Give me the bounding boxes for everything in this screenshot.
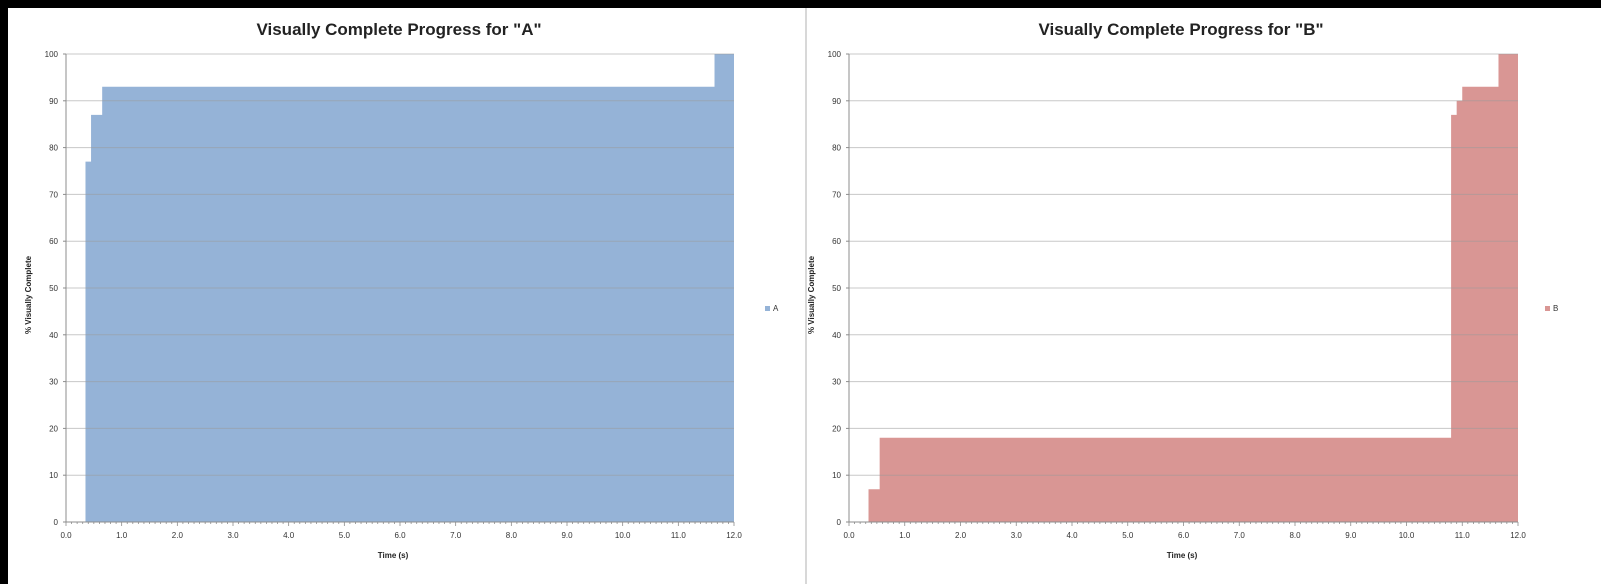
chart-a-x-tick-label: 12.0 (726, 531, 742, 540)
chart-b-x-tick-label: 5.0 (1122, 531, 1134, 540)
chart-b-x-tick-label: 11.0 (1455, 531, 1471, 540)
chart-b-x-tick-label: 0.0 (843, 531, 855, 540)
chart-a-y-tick-label: 20 (49, 424, 58, 433)
chart-b-y-tick-label: 0 (837, 518, 842, 527)
chart-b-y-tick-label: 50 (832, 284, 841, 293)
chart-a-legend-label: A (773, 304, 779, 313)
chart-b-x-tick-label: 6.0 (1178, 531, 1190, 540)
chart-b-x-tick-label: 10.0 (1399, 531, 1415, 540)
chart-b-y-tick-label: 20 (832, 424, 841, 433)
chart-a-y-tick-label: 80 (49, 144, 58, 153)
chart-b-y-tick-label: 90 (832, 97, 841, 106)
chart-a-y-tick-label: 0 (54, 518, 59, 527)
chart-a-y-tick-label: 40 (49, 331, 58, 340)
chart-a-x-tick-label: 10.0 (615, 531, 631, 540)
chart-b-y-tick-label: 100 (828, 50, 842, 59)
chart-panel-a: Visually Complete Progress for "A" Time … (8, 8, 805, 584)
chart-b-x-tick-label: 3.0 (1011, 531, 1023, 540)
chart-b-x-tick-label: 4.0 (1066, 531, 1078, 540)
chart-b-x-tick-label: 12.0 (1510, 531, 1526, 540)
chart-a-x-tick-label: 5.0 (339, 531, 351, 540)
chart-b-title: Visually Complete Progress for "B" (1038, 20, 1323, 39)
chart-b-legend-swatch (1545, 306, 1550, 311)
chart-a-x-tick-label: 8.0 (506, 531, 518, 540)
chart-a-x-tick-label: 11.0 (671, 531, 687, 540)
chart-a-x-tick-label: 3.0 (227, 531, 239, 540)
chart-a-x-tick-label: 0.0 (60, 531, 72, 540)
chart-a-x-axis-label: Time (s) (378, 551, 409, 560)
chart-b-svg: Visually Complete Progress for "B" Time … (807, 20, 1558, 560)
chart-a-x-tick-label: 7.0 (450, 531, 462, 540)
chart-a-y-tick-label: 60 (49, 237, 58, 246)
chart-a-x-tick-label: 2.0 (172, 531, 184, 540)
chart-b-y-tick-label: 10 (832, 471, 841, 480)
chart-a-title: Visually Complete Progress for "A" (256, 20, 541, 39)
chart-b-y-tick-label: 40 (832, 331, 841, 340)
panel-divider (805, 8, 807, 584)
chart-a-y-tick-label: 50 (49, 284, 58, 293)
chart-b-x-tick-label: 1.0 (899, 531, 911, 540)
chart-b-x-tick-label: 9.0 (1345, 531, 1357, 540)
chart-b-legend-label: B (1553, 304, 1558, 313)
chart-panel-b: Visually Complete Progress for "B" Time … (807, 8, 1601, 584)
chart-a-x-tick-label: 4.0 (283, 531, 295, 540)
chart-b-y-tick-label: 30 (832, 378, 841, 387)
chart-a-x-tick-label: 6.0 (394, 531, 406, 540)
chart-b-x-axis-label: Time (s) (1167, 551, 1198, 560)
chart-b-y-tick-label: 60 (832, 237, 841, 246)
chart-a-svg: Visually Complete Progress for "A" Time … (24, 20, 779, 560)
chart-a-x-tick-label: 9.0 (561, 531, 573, 540)
chart-a-x-tick-label: 1.0 (116, 531, 128, 540)
chart-a-y-tick-label: 100 (45, 50, 59, 59)
chart-b-x-tick-label: 8.0 (1289, 531, 1301, 540)
chart-a-y-tick-label: 10 (49, 471, 58, 480)
chart-b-y-tick-label: 80 (832, 144, 841, 153)
chart-a-y-tick-label: 30 (49, 378, 58, 387)
chart-a-y-tick-label: 90 (49, 97, 58, 106)
chart-b-y-axis-label: % Visually Complete (807, 255, 816, 334)
chart-b-x-tick-label: 7.0 (1234, 531, 1246, 540)
chart-b-y-tick-label: 70 (832, 190, 841, 199)
chart-a-legend-swatch (765, 306, 770, 311)
chart-a-y-tick-label: 70 (49, 190, 58, 199)
chart-b-x-tick-label: 2.0 (955, 531, 967, 540)
chart-a-y-axis-label: % Visually Complete (24, 255, 33, 334)
